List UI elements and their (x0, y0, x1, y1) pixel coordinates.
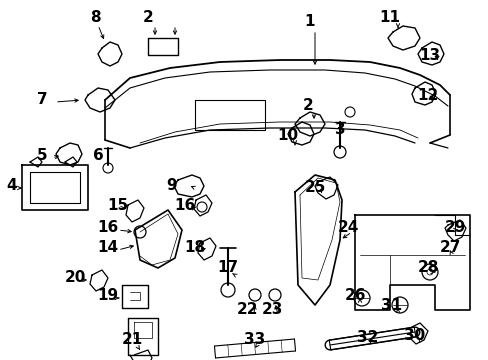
Text: 13: 13 (419, 48, 440, 63)
Text: 17: 17 (217, 261, 238, 275)
Text: 8: 8 (89, 10, 100, 26)
Text: 4: 4 (7, 177, 17, 193)
Text: 32: 32 (357, 330, 378, 346)
Text: 1: 1 (304, 14, 315, 30)
Text: 16: 16 (174, 198, 195, 212)
Text: 3: 3 (334, 122, 345, 138)
Text: 2: 2 (302, 98, 313, 112)
Text: 6: 6 (92, 148, 103, 162)
Circle shape (426, 269, 432, 275)
Text: 2: 2 (142, 10, 153, 26)
Text: 29: 29 (444, 220, 465, 235)
Text: 12: 12 (417, 87, 438, 103)
Text: 22: 22 (237, 302, 258, 318)
Text: 33: 33 (244, 333, 265, 347)
Text: 24: 24 (337, 220, 358, 235)
Text: 7: 7 (37, 93, 47, 108)
Text: 19: 19 (97, 288, 118, 302)
Text: 21: 21 (121, 333, 142, 347)
Text: 11: 11 (379, 10, 400, 26)
Text: 10: 10 (277, 127, 298, 143)
Text: 28: 28 (416, 261, 438, 275)
Text: 25: 25 (304, 180, 325, 195)
Text: 20: 20 (64, 270, 85, 285)
Text: 9: 9 (166, 177, 177, 193)
Text: 30: 30 (404, 328, 425, 342)
Text: 27: 27 (438, 240, 460, 256)
Text: 31: 31 (381, 297, 402, 312)
Text: 5: 5 (37, 148, 47, 162)
Text: 23: 23 (261, 302, 282, 318)
Text: 26: 26 (344, 288, 365, 302)
Text: 15: 15 (107, 198, 128, 212)
Text: 16: 16 (97, 220, 119, 235)
Text: 14: 14 (97, 240, 118, 256)
Text: 18: 18 (184, 240, 205, 256)
